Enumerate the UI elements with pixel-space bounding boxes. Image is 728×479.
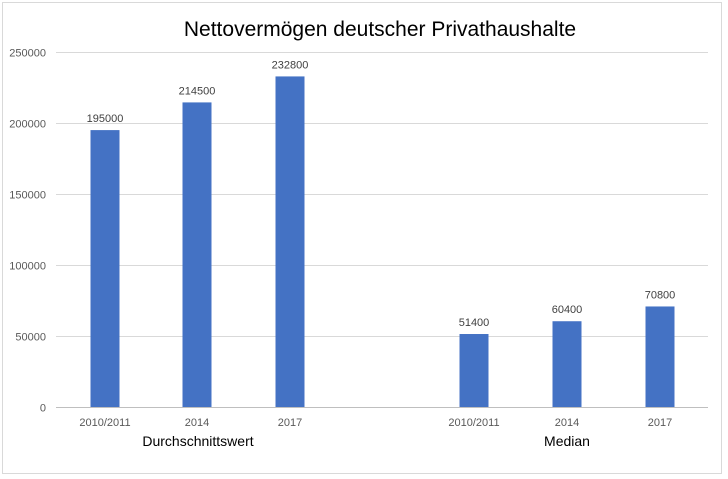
x-tick-label: 2017	[648, 417, 672, 429]
y-tick-label: 50000	[15, 332, 46, 344]
x-axis-ticks: 2010/2011 2014 2017 2010/2011 2014 2017	[79, 417, 672, 429]
chart-title: Nettovermögen deutscher Privathaushalte	[184, 18, 576, 41]
y-tick-label: 0	[40, 403, 46, 415]
y-tick-label: 100000	[9, 261, 46, 273]
data-label: 195000	[87, 113, 124, 125]
bar	[552, 321, 582, 407]
bar	[275, 76, 305, 407]
bar	[182, 102, 212, 407]
gridlines	[56, 52, 708, 408]
group-labels: Durchschnittswert Median	[142, 433, 590, 449]
bar	[90, 130, 120, 407]
chart-frame	[2, 2, 722, 474]
y-tick-label: 150000	[9, 190, 46, 202]
x-tick-label: 2017	[278, 417, 302, 429]
group-label: Median	[544, 433, 590, 449]
data-labels: 195000 214500 232800 51400 60400 70800	[87, 59, 676, 329]
bar	[645, 306, 675, 407]
y-tick-label: 200000	[9, 119, 46, 131]
y-tick-label: 250000	[9, 48, 46, 60]
x-tick-label: 2014	[555, 417, 579, 429]
data-label: 51400	[459, 317, 490, 329]
bars	[90, 76, 675, 407]
x-tick-label: 2010/2011	[448, 417, 499, 429]
data-label: 232800	[272, 59, 309, 71]
y-axis-ticks: 0 50000 100000 150000 200000 250000	[9, 48, 46, 415]
data-label: 70800	[645, 289, 676, 301]
data-label: 214500	[179, 85, 216, 97]
x-tick-label: 2014	[185, 417, 209, 429]
x-tick-label: 2010/2011	[79, 417, 130, 429]
bar	[459, 334, 489, 407]
group-label: Durchschnittswert	[142, 433, 253, 449]
data-label: 60400	[552, 304, 583, 316]
